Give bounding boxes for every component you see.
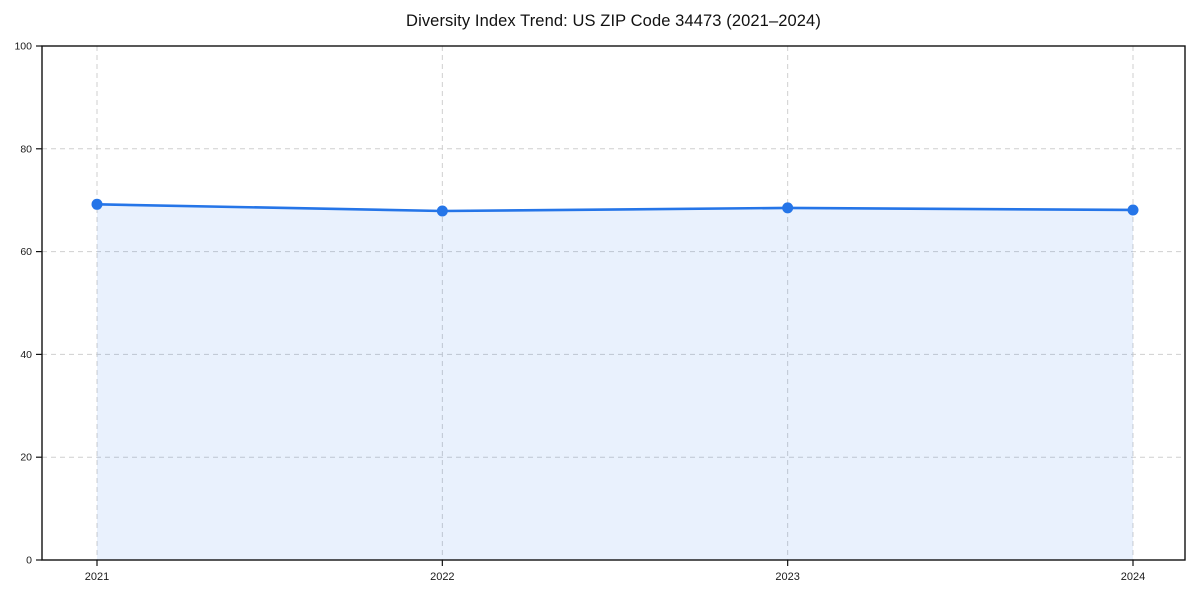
y-tick-label: 100 [14, 41, 32, 53]
y-tick-label: 40 [20, 349, 32, 361]
area-fill [97, 204, 1133, 560]
data-point-2024 [1127, 204, 1139, 216]
x-tick-label: 2023 [775, 571, 799, 583]
data-point-2022 [436, 205, 448, 217]
x-tick-label: 2021 [85, 571, 109, 583]
y-tick-label: 80 [20, 143, 32, 155]
y-tick-label: 20 [20, 452, 32, 464]
chart-title: Diversity Index Trend: US ZIP Code 34473… [406, 12, 821, 30]
y-tick-label: 0 [26, 555, 32, 567]
data-point-2023 [782, 202, 794, 214]
data-point-2021 [91, 198, 103, 210]
plot-border [41, 45, 1186, 561]
x-tick-label: 2022 [430, 571, 454, 583]
trend-line [95, 203, 1135, 213]
x-tick-label: 2024 [1121, 571, 1145, 583]
y-tick-label: 60 [20, 246, 32, 258]
